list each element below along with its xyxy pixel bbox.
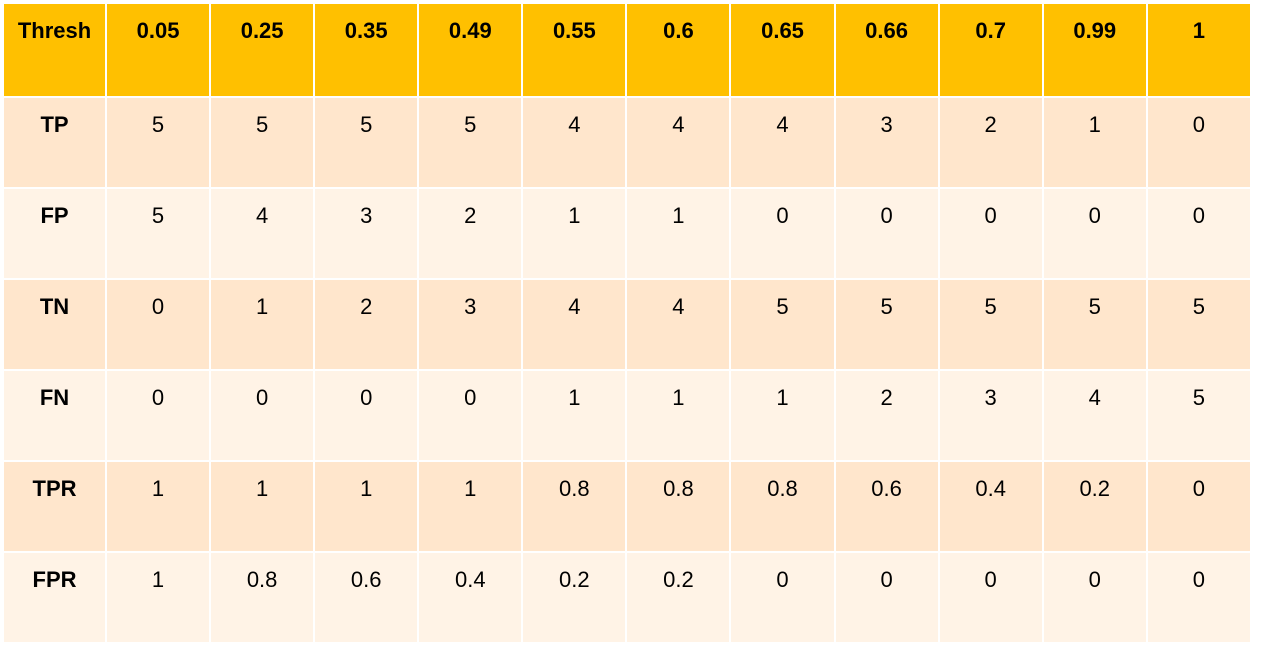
table-cell: 1: [211, 280, 314, 369]
table-row-tpr: TPR 1 1 1 1 0.8 0.8 0.8 0.6 0.4 0.2 0: [4, 462, 1250, 551]
table-cell: 0: [939, 189, 1042, 278]
table-cell: 1: [107, 553, 210, 642]
table-cell: 2: [835, 371, 938, 460]
table-row-fpr: FPR 1 0.8 0.6 0.4 0.2 0.2 0 0 0 0 0: [4, 553, 1250, 642]
row-label: FPR: [4, 553, 105, 642]
table-cell: 0: [1147, 553, 1250, 642]
table-cell: 0: [419, 371, 522, 460]
table-cell: 5: [107, 189, 210, 278]
table-cell: 0: [731, 189, 834, 278]
table-cell: 3: [835, 98, 938, 187]
table-cell: 0.2: [627, 553, 730, 642]
table-cell: 3: [939, 371, 1042, 460]
table-cell: 0.6: [315, 553, 418, 642]
table-cell: 4: [211, 189, 314, 278]
table-cell: 5: [211, 98, 314, 187]
row-label: FN: [4, 371, 105, 460]
table-cell: 5: [419, 98, 522, 187]
table-cell: 0.2: [1043, 462, 1146, 551]
table-cell: 0.4: [419, 553, 522, 642]
table-cell: 0: [731, 553, 834, 642]
header-cell: 0.49: [419, 4, 522, 96]
header-row: Thresh 0.05 0.25 0.35 0.49 0.55 0.6 0.65…: [4, 4, 1250, 96]
table-row-tn: TN 0 1 2 3 4 4 5 5 5 5 5: [4, 280, 1250, 369]
table-cell: 0: [1043, 189, 1146, 278]
table-cell: 0.4: [939, 462, 1042, 551]
header-cell: 0.6: [627, 4, 730, 96]
table-cell: 1: [731, 371, 834, 460]
row-label: TPR: [4, 462, 105, 551]
table-cell: 4: [523, 280, 626, 369]
table-cell: 0: [1043, 553, 1146, 642]
table-cell: 5: [1147, 371, 1250, 460]
table-cell: 0: [835, 189, 938, 278]
table-cell: 0.8: [211, 553, 314, 642]
table-row-fn: FN 0 0 0 0 1 1 1 2 3 4 5: [4, 371, 1250, 460]
table-cell: 5: [315, 98, 418, 187]
table-cell: 1: [523, 189, 626, 278]
table-cell: 5: [939, 280, 1042, 369]
header-cell: 0.65: [731, 4, 834, 96]
table-cell: 4: [627, 280, 730, 369]
header-cell: 0.66: [835, 4, 938, 96]
table-cell: 5: [1043, 280, 1146, 369]
table-cell: 0.6: [835, 462, 938, 551]
header-cell: 0.05: [107, 4, 210, 96]
row-label: TP: [4, 98, 105, 187]
table-cell: 0.8: [627, 462, 730, 551]
table-cell: 3: [419, 280, 522, 369]
table-cell: 5: [731, 280, 834, 369]
table-cell: 1: [211, 462, 314, 551]
table-cell: 4: [523, 98, 626, 187]
table-cell: 0: [107, 280, 210, 369]
header-cell: 0.55: [523, 4, 626, 96]
table-cell: 1: [315, 462, 418, 551]
table-row-fp: FP 5 4 3 2 1 1 0 0 0 0 0: [4, 189, 1250, 278]
table-cell: 0: [211, 371, 314, 460]
table-cell: 1: [523, 371, 626, 460]
table-cell: 4: [1043, 371, 1146, 460]
header-cell: 0.25: [211, 4, 314, 96]
table-cell: 0: [1147, 462, 1250, 551]
table-cell: 4: [627, 98, 730, 187]
row-label: FP: [4, 189, 105, 278]
table-cell: 1: [1043, 98, 1146, 187]
table-cell: 1: [419, 462, 522, 551]
table-cell: 1: [627, 371, 730, 460]
table-row-tp: TP 5 5 5 5 4 4 4 3 2 1 0: [4, 98, 1250, 187]
table-cell: 0.2: [523, 553, 626, 642]
header-cell: 0.35: [315, 4, 418, 96]
table-cell: 0.8: [731, 462, 834, 551]
table-cell: 1: [107, 462, 210, 551]
table-cell: 0: [939, 553, 1042, 642]
header-cell: 0.7: [939, 4, 1042, 96]
table-cell: 2: [419, 189, 522, 278]
table-cell: 0: [835, 553, 938, 642]
table-cell: 1: [627, 189, 730, 278]
table-cell: 0: [1147, 98, 1250, 187]
header-cell: 0.99: [1043, 4, 1146, 96]
table-cell: 5: [107, 98, 210, 187]
table-cell: 0: [107, 371, 210, 460]
header-cell: 1: [1147, 4, 1250, 96]
table-cell: 0.8: [523, 462, 626, 551]
table-cell: 2: [315, 280, 418, 369]
table-cell: 0: [1147, 189, 1250, 278]
table-cell: 0: [315, 371, 418, 460]
table-cell: 5: [835, 280, 938, 369]
table-cell: 3: [315, 189, 418, 278]
row-label: TN: [4, 280, 105, 369]
table-cell: 4: [731, 98, 834, 187]
header-cell-thresh: Thresh: [4, 4, 105, 96]
table-cell: 2: [939, 98, 1042, 187]
table-cell: 5: [1147, 280, 1250, 369]
